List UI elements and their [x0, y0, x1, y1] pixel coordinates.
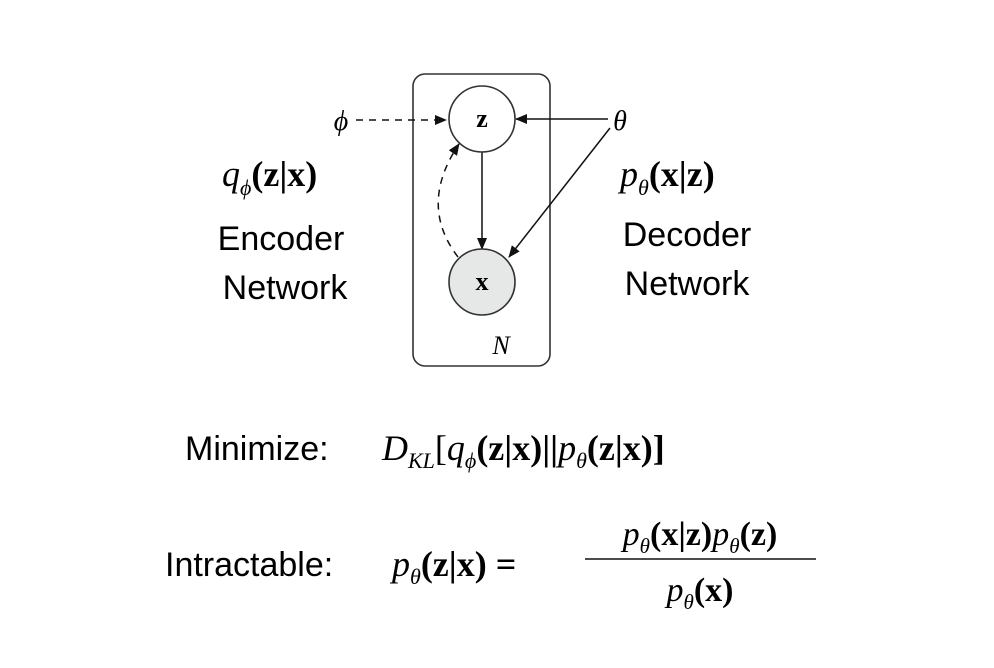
phi-param: ϕ [334, 106, 349, 137]
node-z [448, 85, 516, 153]
intractable-numerator: pθ(x|z)pθ(z) [621, 516, 778, 558]
edge-theta-to-x [508, 127, 611, 258]
plate [412, 73, 551, 367]
node-z-label: z [476, 104, 488, 133]
decoder-label-line2: Network [625, 265, 751, 303]
decoder-formula: pθ(x|z) [617, 154, 715, 200]
theta-param: θ [613, 106, 627, 137]
encoder-formula: qϕ(z|x) [222, 154, 317, 200]
intractable-lhs: pθ(z|x) = [389, 544, 516, 589]
minimize-label: Minimize: [185, 430, 329, 468]
intractable-label: Intractable: [165, 546, 333, 584]
plate-label: N [491, 331, 511, 360]
minimize-formula: DKL[qϕ(z|x)||pθ(z|x)] [381, 428, 665, 473]
node-x-label: x [476, 267, 489, 296]
encoder-label-line1: Encoder [218, 220, 345, 258]
edge-x-to-z-inference [437, 143, 460, 258]
node-x [448, 248, 516, 316]
encoder-label-line2: Network [223, 269, 349, 307]
intractable-denominator: pθ(x) [665, 572, 734, 614]
decoder-label-line1: Decoder [623, 216, 752, 254]
